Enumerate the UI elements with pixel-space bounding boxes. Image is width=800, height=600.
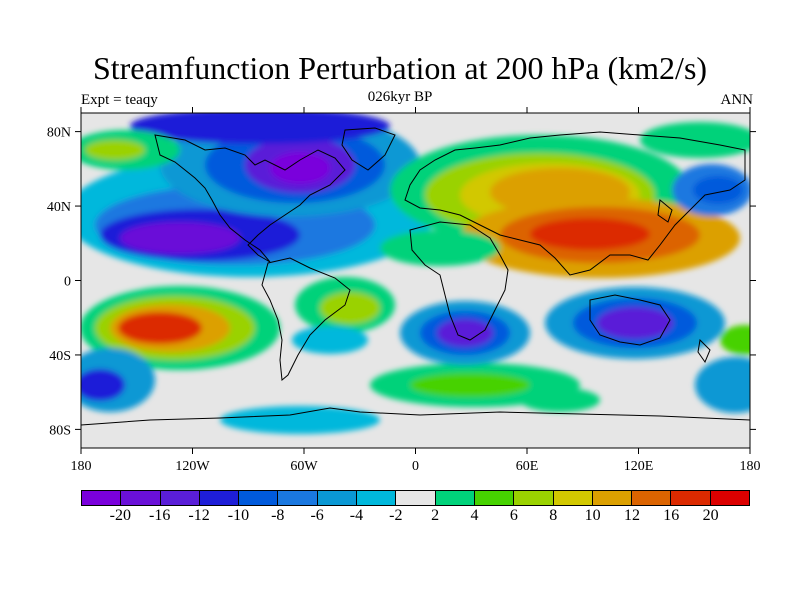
colorbar-swatch: [435, 491, 475, 505]
field-neg-sw-pacific-core: [81, 369, 125, 401]
coast-japan: [657, 199, 673, 223]
field-neg-se-pacific: [695, 357, 750, 413]
field-pos-atlantic-tail: [380, 230, 500, 266]
colorbar-label: -20: [109, 507, 132, 524]
colorbar-label: 20: [702, 507, 719, 524]
streamfunction-field: [81, 113, 750, 434]
y-tick-label: 80S: [49, 423, 71, 438]
coast-australia: [589, 294, 671, 346]
y-tick-label: 80N: [47, 126, 71, 141]
x-tick-label: 60E: [516, 459, 539, 474]
colorbar-swatch: [474, 491, 515, 505]
field-neg-npacific-west-core: [693, 176, 743, 204]
colorbar-label: 4: [470, 507, 479, 524]
x-tick-label: 0: [412, 459, 419, 474]
colorbar-label: 16: [663, 507, 680, 524]
colorbar-label: 12: [623, 507, 640, 524]
colorbar-label: -10: [227, 507, 250, 524]
colorbar-label: 8: [549, 507, 558, 524]
colorbar-swatch: [278, 491, 318, 505]
field-neg-australia-core: [597, 307, 673, 339]
colorbar-swatch: [357, 491, 397, 505]
coast-greenland: [341, 127, 396, 171]
season-label: ANN: [720, 92, 754, 108]
field-neg-canada-core: [270, 152, 330, 184]
field-pos-spacific-core: [118, 312, 202, 344]
field-neg-sindian-core: [437, 319, 493, 347]
colorbar-swatch: [671, 491, 711, 505]
x-tick-label: 120E: [624, 459, 654, 474]
x-tick-label: 180: [71, 459, 92, 474]
colorbar-label: -6: [310, 507, 324, 524]
colorbar-labels: -20 -16 -12 -10 -8 -6 -4 -2 2 4 6 8 10 12 16 20: [81, 507, 750, 529]
field-pos-indian-east: [720, 325, 750, 355]
coast-south-america: [261, 257, 351, 381]
colorbar-swatch: [592, 491, 633, 505]
colorbar: [81, 490, 750, 506]
field-neg-arctic: [130, 113, 390, 144]
coast-africa: [409, 221, 509, 341]
colorbar-swatch: [514, 491, 554, 505]
field-pos-samerica-core: [320, 292, 380, 324]
colorbar-swatch: [121, 491, 161, 505]
colorbar-swatch: [239, 491, 279, 505]
field-neg-npacific-core: [120, 222, 240, 254]
coast-eurasia: [404, 131, 746, 276]
y-tick-label: 0: [64, 275, 71, 290]
field-pos-arctic-europe: [640, 122, 750, 158]
colorbar-label: -4: [349, 507, 364, 524]
x-tick-label: 180: [740, 459, 761, 474]
x-tick-label: 120W: [175, 459, 210, 474]
colorbar-swatch: [317, 491, 358, 505]
colorbar-swatch: [710, 491, 750, 505]
colorbar-swatch: [82, 491, 122, 505]
figure-title: Streamfunction Perturbation at 200 hPa (…: [92, 50, 708, 86]
axis-ticks: 180 120W 60W 0 60E 120E 180 80N 40N 0 40S 80S: [47, 107, 761, 474]
y-tick-label: 40S: [49, 349, 71, 364]
colorbar-label: 10: [584, 507, 601, 524]
colorbar-swatch: [396, 491, 436, 505]
colorbar-label: -16: [149, 507, 171, 524]
colorbar-label: 2: [431, 507, 440, 524]
time-label: 026kyr BP: [367, 89, 433, 105]
field-pos-asia-core: [530, 218, 650, 250]
coast-new-zealand: [697, 338, 711, 364]
field-pos-southern-ocean-core: [410, 373, 530, 397]
colorbar-swatch: [199, 491, 240, 505]
colorbar-label: -2: [389, 507, 403, 524]
field-pos-alaska-core: [85, 140, 145, 160]
field-neg-satlantic: [292, 326, 368, 354]
y-tick-label: 40N: [47, 200, 71, 215]
coast-antarctica: [81, 407, 750, 426]
colorbar-swatch: [553, 491, 593, 505]
x-tick-label: 60W: [290, 459, 318, 474]
colorbar-label: -12: [188, 507, 210, 524]
coastlines: [81, 127, 750, 426]
colorbar-label: -8: [271, 507, 285, 524]
field-pos-south-central: [520, 388, 600, 412]
experiment-label: Expt = teaqy: [81, 92, 158, 108]
field-neg-antarctic: [220, 406, 380, 434]
colorbar-swatch: [632, 491, 672, 505]
coast-north-america: [154, 134, 346, 263]
colorbar-label: 6: [509, 507, 518, 524]
colorbar-swatch: [160, 491, 200, 505]
